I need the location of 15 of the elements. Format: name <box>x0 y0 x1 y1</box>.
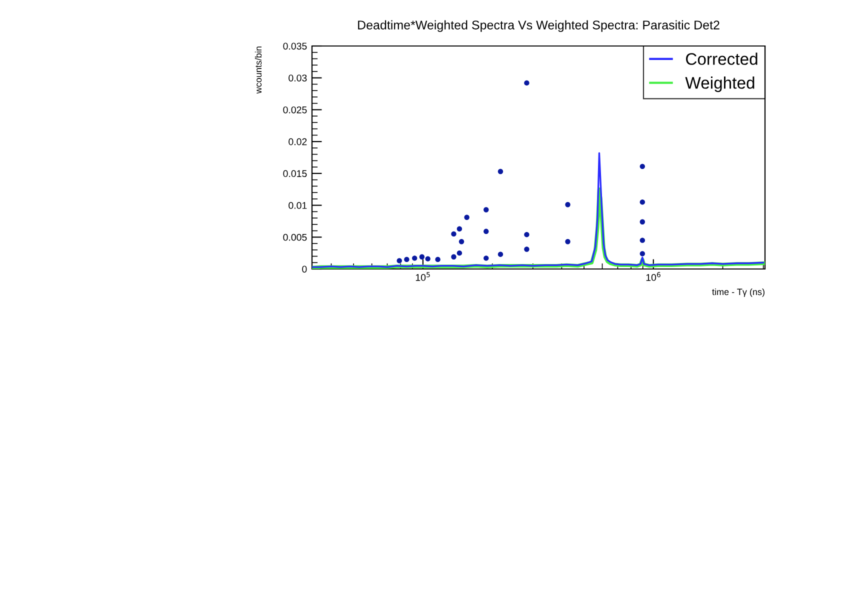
x-tick-label: 10$^{6}$ <box>646 272 660 281</box>
x-axis-title: time - Tγ (ns) <box>712 288 764 297</box>
y-tick-label: 0.015 <box>283 170 307 178</box>
x-tick-label: 10$^{5}$ <box>416 272 430 281</box>
y-tick-label: 0.035 <box>283 42 307 50</box>
y-tick-label: 0.025 <box>283 106 307 114</box>
legend-label: Weighted <box>685 76 754 92</box>
legend-label: Corrected <box>686 52 758 65</box>
y-tick-label: 0.01 <box>288 202 307 209</box>
y-tick-label: 0 <box>302 266 307 273</box>
y-tick-label: 0.03 <box>288 74 307 82</box>
y-tick-label: 0.005 <box>283 234 307 241</box>
y-axis-title: wcounts/bin <box>254 46 262 94</box>
y-tick-label: 0.02 <box>288 138 307 146</box>
chart-title: Deadtime*Weighted Spectra Vs Weighted Spectra: Parasitic Det2 <box>358 20 720 32</box>
